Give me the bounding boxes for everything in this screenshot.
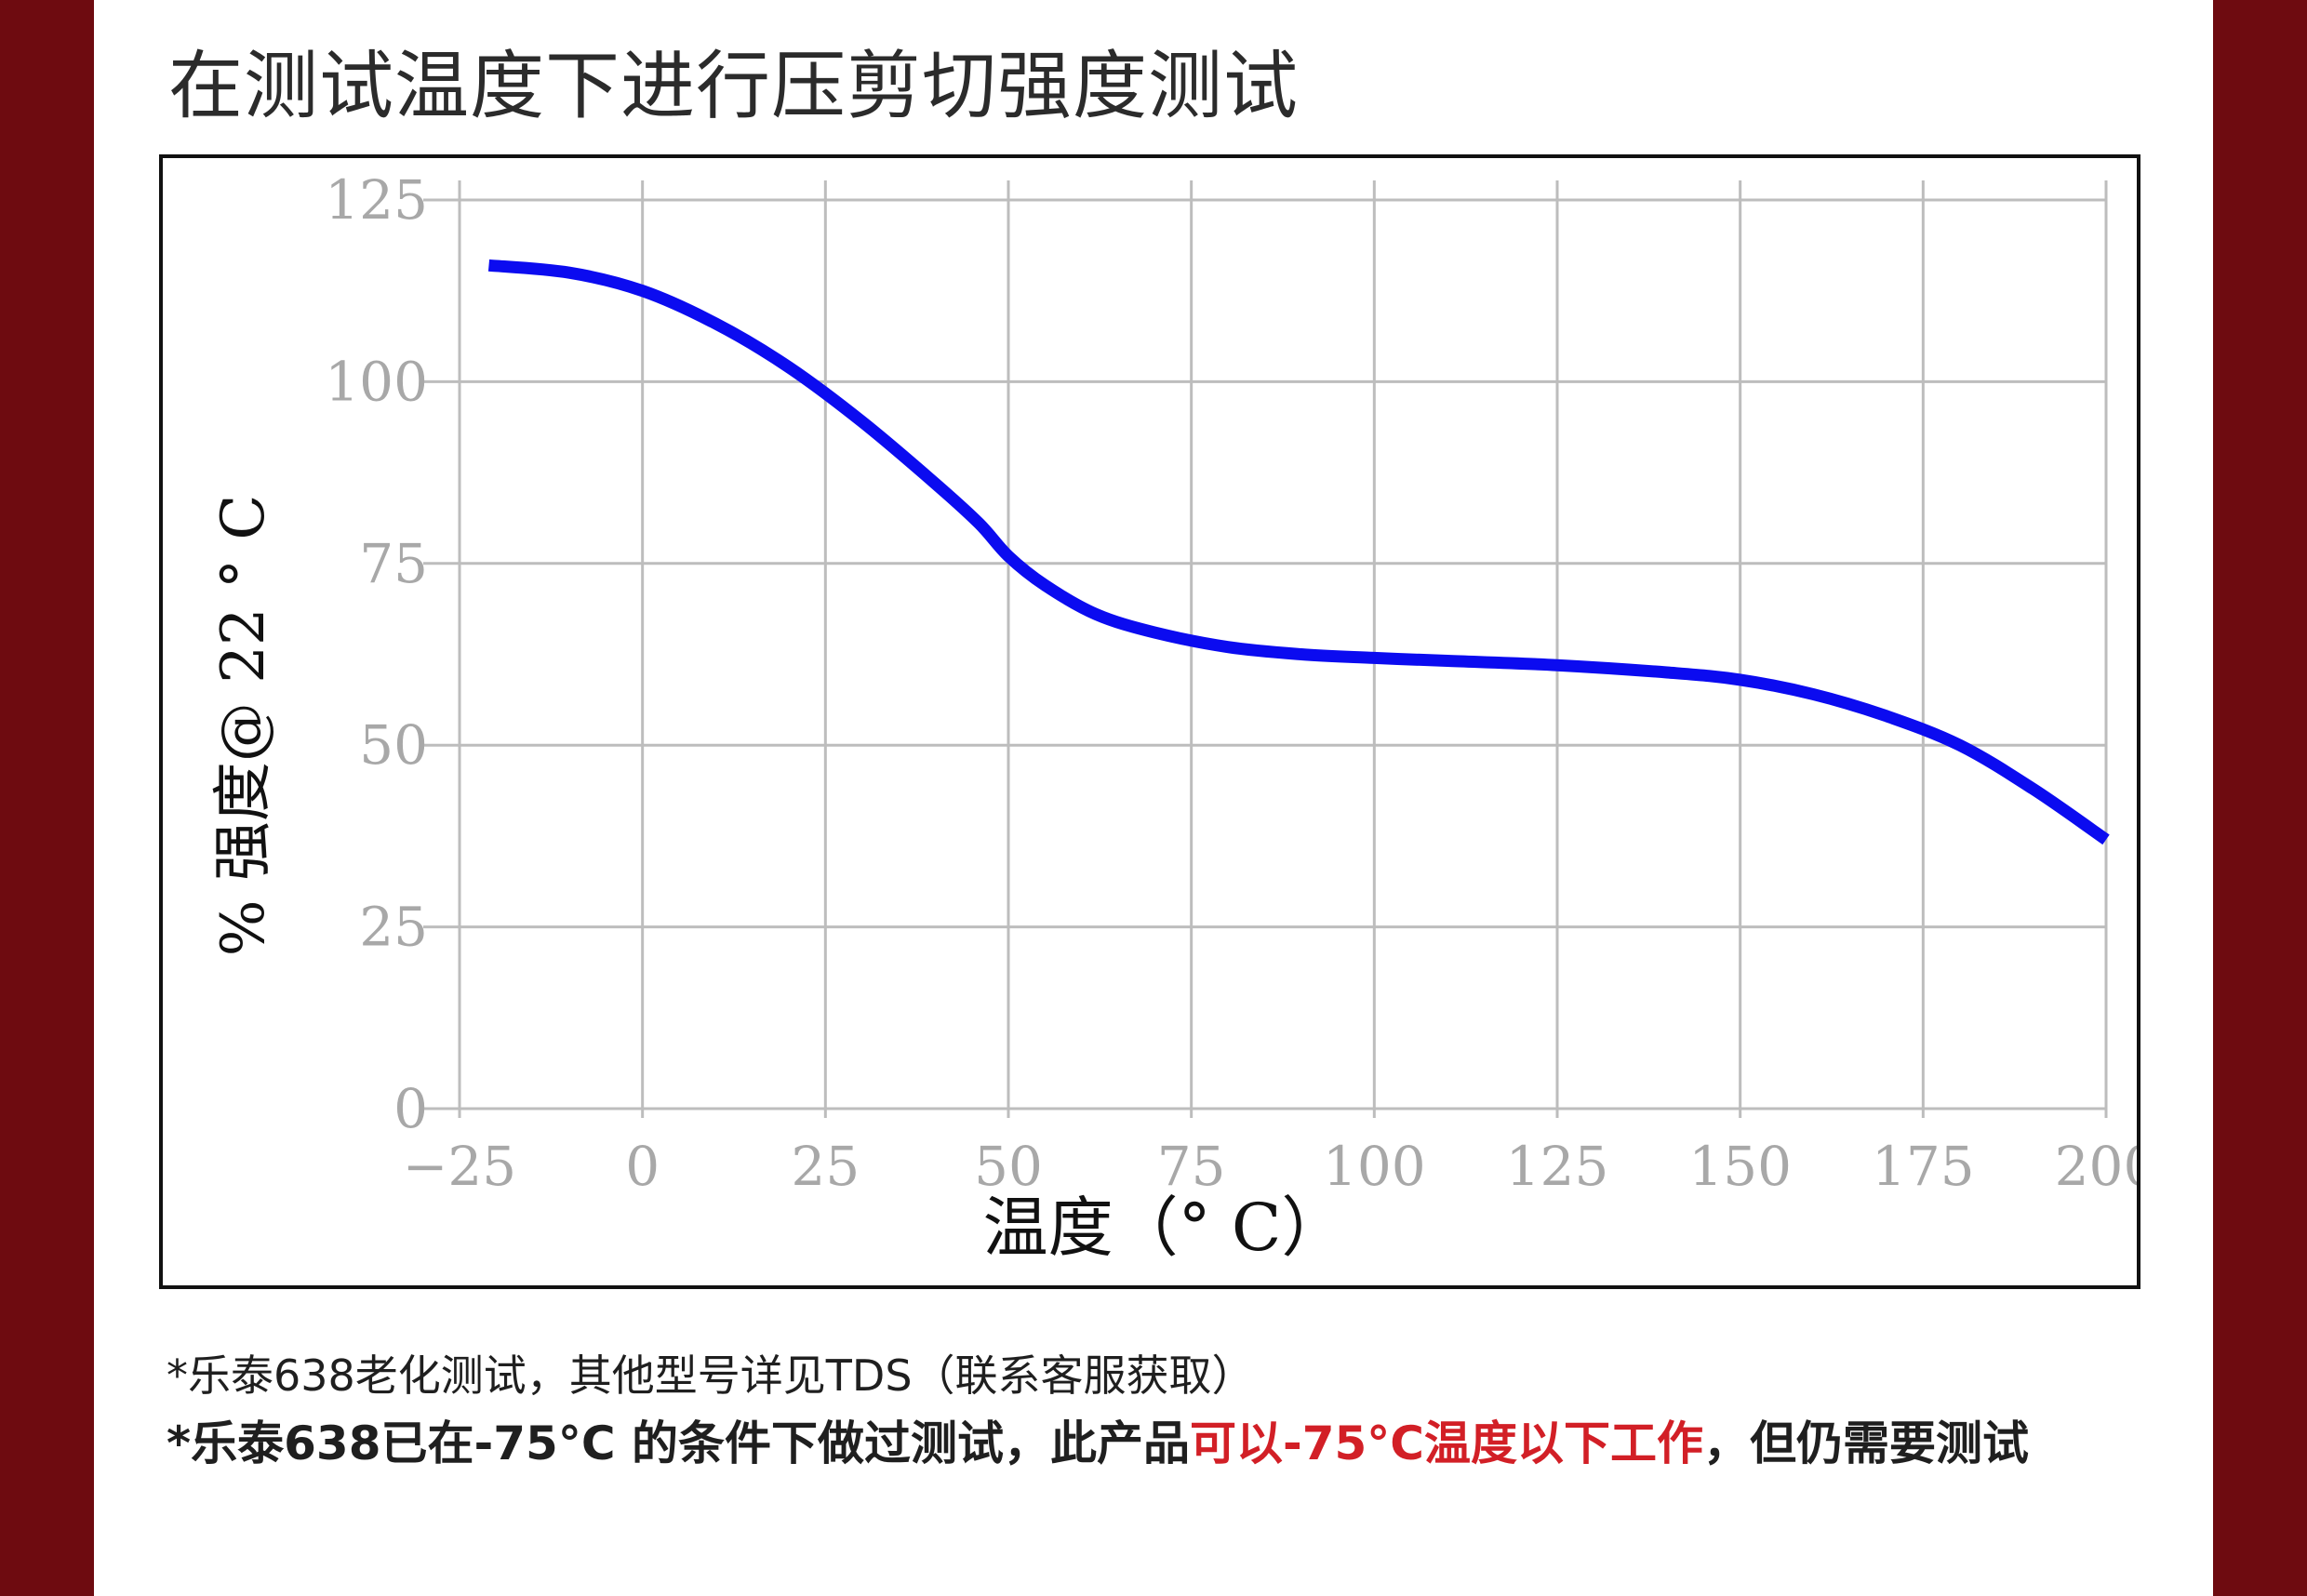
content-panel: 在测试温度下进行压剪切强度测试 0 25 50 75 100 125 −25 0 25 50 75 1… [94,0,2213,1596]
y-tick-label: 50 [359,713,428,777]
y-axis-title: % 强度@ 22 ° C [209,495,278,957]
page-title: 在测试温度下进行压剪切强度测试 [168,43,1299,129]
x-tick-label: 175 [1872,1135,1975,1198]
footnote-low-temp-test: *乐泰638已在-75°C 的条件下做过测试，此产品可以-75°C温度以下工作，… [167,1406,2029,1473]
y-tick-label: 0 [393,1077,428,1140]
x-tick-label: 75 [1157,1135,1226,1198]
x-tick-label: 0 [625,1135,660,1198]
footnote-suffix: ，但仍需要测试 [1702,1416,2029,1470]
x-tick-label: 200 [2055,1135,2137,1198]
x-tick-label: 25 [791,1135,860,1198]
series-line [487,259,2110,845]
x-tick-label: 50 [974,1135,1043,1198]
footnote-prefix: *乐泰638已在-75°C 的条件下做过测试，此产品 [167,1416,1190,1470]
x-tick-label: 125 [1506,1135,1609,1198]
y-tick-label: 125 [325,168,428,232]
x-tick-label: 100 [1323,1135,1426,1198]
footnote-aging-test: *乐泰638老化测试，其他型号详见TDS（联系客服获取） [167,1350,1255,1401]
y-tick-label: 100 [325,350,428,413]
footnote-highlight: 可以-75°C温度以下工作 [1189,1416,1703,1470]
series-lines [487,259,2110,845]
section-heading-cropped [170,0,356,9]
x-axis-title: 温度（° C） [983,1190,1347,1266]
grid-lines [423,180,2108,1118]
x-tick-label: −25 [403,1135,516,1198]
y-tick-label: 25 [359,896,428,959]
x-tick-label: 150 [1688,1135,1792,1198]
y-tick-label: 75 [359,532,428,595]
